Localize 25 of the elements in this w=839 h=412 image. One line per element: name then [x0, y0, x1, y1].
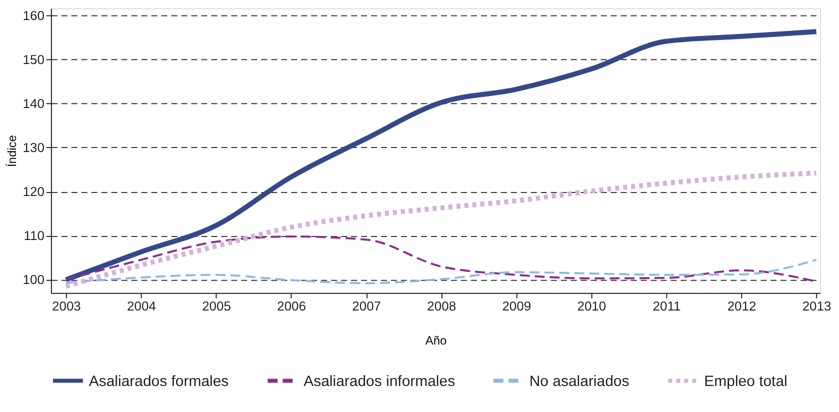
y-tick-label: 140 [22, 96, 44, 111]
x-tick-label: 2011 [652, 298, 681, 314]
legend-label: Asaliarados informales [304, 372, 456, 390]
x-tick-label: 2013 [802, 298, 832, 314]
legend-label: Empleo total [704, 372, 788, 390]
legend-label: Asaliarados formales [88, 372, 229, 390]
x-tick-label: 2010 [577, 298, 606, 314]
y-tick-label: 160 [22, 8, 44, 23]
x-tick-label: 2006 [277, 298, 306, 314]
x-axis-title: Año [425, 333, 447, 348]
y-tick-label: 100 [22, 272, 44, 288]
x-tick-label: 2003 [52, 298, 81, 314]
y-tick-label: 130 [22, 140, 44, 155]
x-tick-label: 2005 [202, 298, 231, 314]
x-tick-label: 2012 [727, 298, 756, 314]
y-tick-label: 120 [22, 184, 44, 200]
y-tick-label: 150 [22, 52, 44, 67]
legend-label: No asalariados [529, 372, 630, 390]
x-tick-label: 2009 [502, 298, 532, 314]
line-series [64, 258, 818, 284]
x-tick-label: 2004 [127, 298, 156, 314]
y-tick-label: 110 [24, 228, 44, 244]
y-axis-title: Índice [4, 134, 19, 168]
x-tick-label: 2008 [427, 298, 456, 314]
x-tick-label: 2007 [352, 298, 382, 314]
